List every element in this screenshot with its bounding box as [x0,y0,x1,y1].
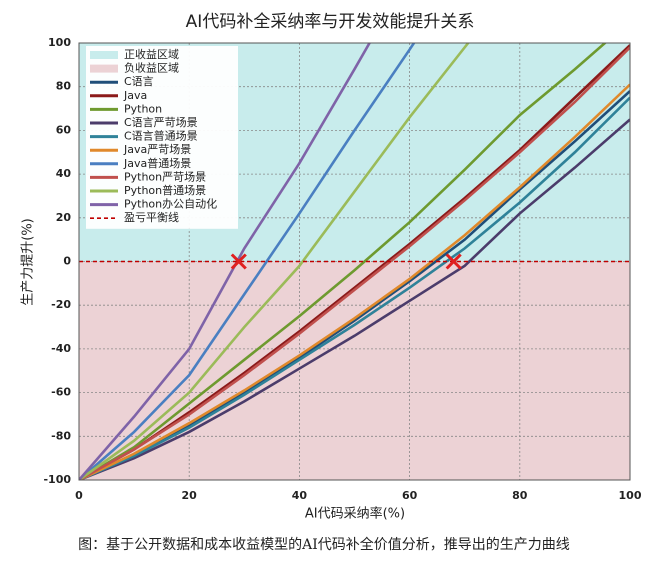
series-line [79,43,607,480]
legend-label: 正收益区域 [124,47,179,61]
x-tick-label: 40 [292,489,308,502]
caption: 图：基于公开数据和成本收益模型的AI代码补全价值分析，推导出的生产力曲线 [78,536,570,553]
x-tick-label: 100 [619,489,642,502]
x-tick-label: 80 [512,489,528,502]
x-tick-label: 60 [402,489,418,502]
y-tick-label: -80 [51,429,71,442]
series-line [79,46,630,480]
legend-label: Java严苛场景 [123,142,191,156]
plot-frame [78,42,631,481]
x-tick-label: 0 [75,489,83,502]
x-tick-label: 20 [182,489,198,502]
y-tick-label: -20 [51,298,71,311]
legend-label: 负收益区域 [124,61,179,75]
y-axis-label: 生产力提升(%) [20,218,36,306]
y-tick-label: 80 [56,80,72,93]
legend-label: C语言普通场景 [124,129,198,143]
legend-label: Java普通场景 [123,156,191,170]
y-tick-label: 60 [56,123,72,136]
breakeven-marker [230,253,247,270]
legend-label: Python严苛场景 [124,169,206,183]
series-line [79,83,630,480]
legend-label: 盈亏平衡线 [124,210,179,224]
series-line [79,43,470,480]
y-tick-label: -60 [51,386,71,399]
x-axis-label: AI代码采纳率(%) [305,506,405,522]
y-tick-label: 100 [48,36,71,49]
y-tick-label: -40 [51,342,71,355]
legend-label: Python办公自动化 [124,197,217,211]
legend-label: C语言严苛场景 [124,115,198,129]
region [79,261,630,480]
y-tick-label: 40 [56,167,72,180]
chart-title: AI代码补全采纳率与开发效能提升关系 [186,12,475,32]
y-tick-label: 20 [56,211,72,224]
plot [79,43,630,480]
legend-label: Python [124,102,162,115]
legend-label: Python普通场景 [124,183,206,197]
series-line [79,43,372,480]
legend-swatch [90,64,118,73]
legend-swatch [90,51,118,59]
series-line [79,43,416,480]
y-tick-label: -100 [43,473,71,486]
legend-label: Java [123,89,147,102]
breakeven-marker [445,253,462,270]
y-tick-label: 0 [63,255,71,268]
series-line [79,96,630,480]
series-line [79,118,630,480]
legend-label: C语言 [124,75,154,88]
